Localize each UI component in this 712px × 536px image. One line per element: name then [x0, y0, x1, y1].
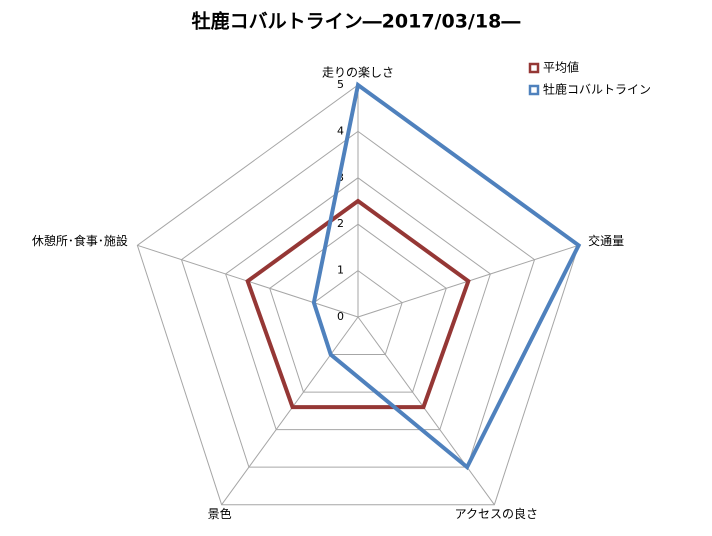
- tick-label: 1: [337, 264, 344, 277]
- grid-line: [225, 177, 491, 431]
- category-label: 休憩所･食事･施設: [32, 233, 128, 248]
- grid-line: [180, 130, 536, 468]
- tick-label: 2: [337, 217, 344, 230]
- legend-marker: [528, 62, 540, 74]
- category-label: アクセスの良さ: [455, 506, 538, 521]
- legend-label: 平均値: [543, 60, 579, 75]
- tick-label: 0: [337, 310, 344, 323]
- legend-label: 牡鹿コバルトライン: [543, 82, 651, 97]
- spoke: [221, 316, 359, 505]
- spoke: [357, 316, 495, 505]
- tick-label: 5: [337, 78, 344, 91]
- series-line: [245, 198, 471, 410]
- tick-label: 4: [337, 124, 344, 137]
- category-label: 交通量: [588, 233, 624, 248]
- category-label: 景色: [208, 507, 232, 521]
- grid-line: [269, 223, 447, 393]
- grid-line: [313, 269, 403, 356]
- series-line: [311, 81, 582, 471]
- chart-title: 牡鹿コバルトライン―2017/03/18―: [192, 10, 521, 33]
- category-label: 走りの楽しさ: [322, 66, 394, 80]
- legend-marker: [528, 84, 540, 96]
